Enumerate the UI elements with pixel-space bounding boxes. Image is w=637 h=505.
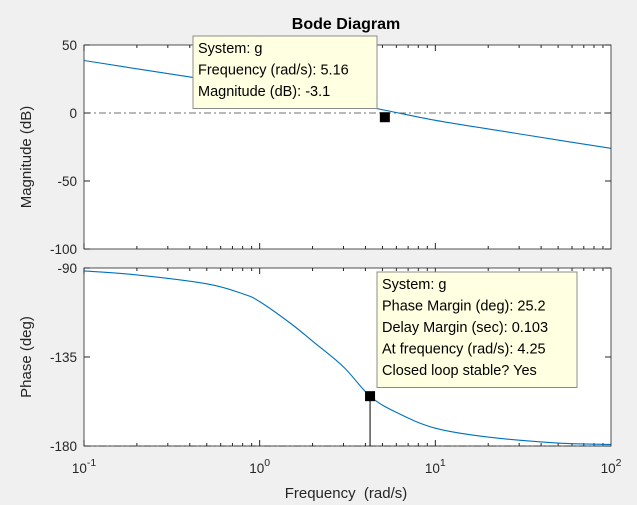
- phase-datatip[interactable]: [376, 271, 578, 388]
- phase-xtick-label: 100: [249, 457, 270, 476]
- magnitude-ylabel: Magnitude (dB): [18, 106, 35, 209]
- phase-panel[interactable]: -90 -135 -180 10-1 100 101 102 System: g Phase M…: [50, 261, 622, 476]
- phase-response-line: [84, 270, 611, 445]
- phase-datatip-line: System: g: [382, 277, 446, 293]
- phase-datatip-line: Closed loop stable? Yes: [382, 363, 537, 379]
- phase-datatip-line: At frequency (rad/s): 4.25: [382, 342, 546, 358]
- magnitude-datatip-line: System: g: [198, 41, 262, 57]
- magnitude-ytick-label: -50: [57, 174, 77, 189]
- magnitude-panel[interactable]: 50 0 -50 -100 System: g Frequency (rad/s): 5.…: [50, 35, 612, 257]
- phase-datatip-line: Delay Margin (sec): 0.103: [382, 320, 548, 336]
- phase-axes-box: [83, 267, 612, 447]
- phase-datatip-line: Phase Margin (deg): 25.2: [382, 299, 546, 315]
- phase-ytick-label: -90: [57, 261, 77, 276]
- phase-ytick-label: -135: [50, 350, 77, 365]
- magnitude-datatip-line: Magnitude (dB): -3.1: [198, 84, 330, 100]
- magnitude-datatip[interactable]: [192, 35, 378, 109]
- magnitude-ytick-label: 0: [69, 106, 77, 121]
- magnitude-ytick-label: 50: [62, 38, 77, 53]
- magnitude-datatip-marker[interactable]: [379, 112, 390, 123]
- phase-datatip-marker[interactable]: [365, 391, 376, 402]
- chart-title: Bode Diagram: [292, 16, 400, 33]
- phase-xtick-label: 101: [425, 457, 446, 476]
- phase-xtick-label: 10-1: [72, 457, 97, 476]
- magnitude-datatip-line: Frequency (rad/s): 5.16: [198, 63, 349, 79]
- phase-ytick-label: -180: [50, 439, 77, 454]
- magnitude-ytick-label: -100: [50, 242, 77, 257]
- phase-xtick-label: 102: [601, 457, 622, 476]
- phase-ylabel: Phase (deg): [18, 316, 35, 398]
- frequency-xlabel: Frequency (rad/s): [285, 485, 408, 502]
